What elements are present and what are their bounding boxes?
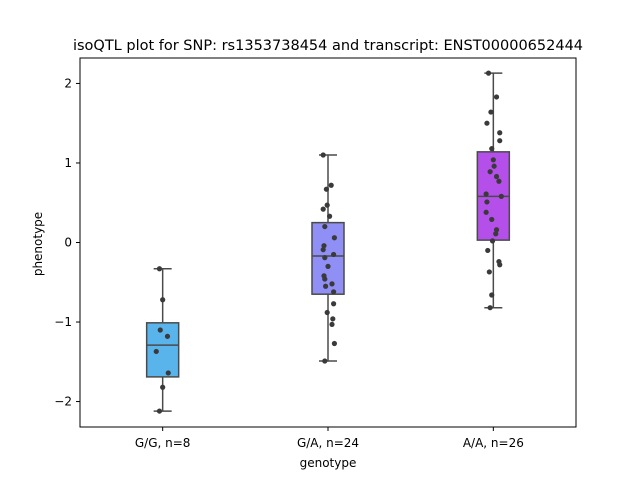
data-point	[493, 94, 500, 100]
chart-title: isoQTL plot for SNP: rs1353738454 and tr…	[73, 38, 583, 54]
data-point	[488, 109, 494, 115]
x-axis-label: genotype	[300, 456, 357, 470]
y-tick-label: −1	[54, 315, 72, 329]
data-point	[331, 251, 337, 258]
data-point	[324, 202, 330, 208]
y-axis-label: phenotype	[31, 212, 45, 276]
data-point	[497, 130, 503, 136]
data-point	[486, 269, 492, 275]
data-point	[331, 289, 337, 295]
data-point	[324, 309, 330, 316]
data-point	[322, 276, 328, 282]
data-point	[491, 163, 497, 169]
plot-area	[145, 70, 511, 414]
axes: −2 −1 0 1 2 G/G, n=8 G/A, n=24 A/A, n=26	[54, 57, 577, 450]
data-point	[329, 321, 335, 328]
data-point	[331, 340, 337, 347]
data-point	[484, 199, 490, 205]
y-tick-label: 2	[64, 76, 72, 90]
data-point	[331, 301, 337, 307]
data-point	[329, 281, 335, 287]
data-point	[483, 191, 489, 197]
y-tick-label: 1	[64, 156, 72, 170]
data-point	[493, 227, 500, 233]
data-point	[489, 216, 495, 223]
box	[311, 221, 345, 295]
box	[145, 322, 180, 378]
data-point	[485, 70, 492, 76]
data-point	[328, 182, 334, 188]
data-point	[487, 169, 493, 175]
data-point	[164, 333, 171, 339]
box-group	[145, 266, 180, 414]
data-point	[321, 243, 327, 249]
x-tick-label: A/A, n=26	[463, 436, 524, 450]
data-point	[157, 327, 163, 333]
data-point	[489, 292, 495, 298]
data-point	[490, 157, 496, 163]
data-point	[330, 316, 336, 322]
box-group	[476, 70, 511, 311]
data-point	[493, 231, 499, 237]
data-point	[487, 305, 493, 311]
data-point	[160, 384, 166, 390]
y-tick-label: 0	[64, 236, 72, 250]
data-point	[156, 408, 163, 414]
y-tick-label: −2	[54, 395, 72, 409]
data-point	[156, 266, 163, 272]
data-point	[484, 120, 490, 126]
data-point	[485, 247, 491, 254]
data-point	[498, 193, 504, 199]
x-tick-label: G/A, n=24	[297, 436, 359, 450]
data-point	[327, 213, 333, 219]
data-point	[497, 138, 503, 144]
data-point	[325, 263, 331, 269]
data-point	[331, 235, 337, 241]
data-point	[489, 238, 496, 244]
data-point	[323, 186, 329, 192]
data-point	[489, 146, 495, 152]
data-point	[496, 178, 502, 184]
data-point	[322, 223, 328, 230]
data-point	[322, 358, 328, 364]
data-point	[323, 283, 329, 289]
data-point	[320, 247, 326, 253]
data-point	[165, 370, 171, 376]
data-point	[483, 209, 489, 215]
data-point	[497, 262, 503, 268]
x-tick-label: G/G, n=8	[135, 436, 191, 450]
box-group	[311, 152, 345, 364]
data-point	[160, 297, 166, 303]
data-point	[493, 173, 500, 180]
data-point	[320, 206, 326, 212]
data-point	[153, 348, 159, 355]
data-point	[320, 152, 326, 158]
data-point	[322, 255, 328, 261]
